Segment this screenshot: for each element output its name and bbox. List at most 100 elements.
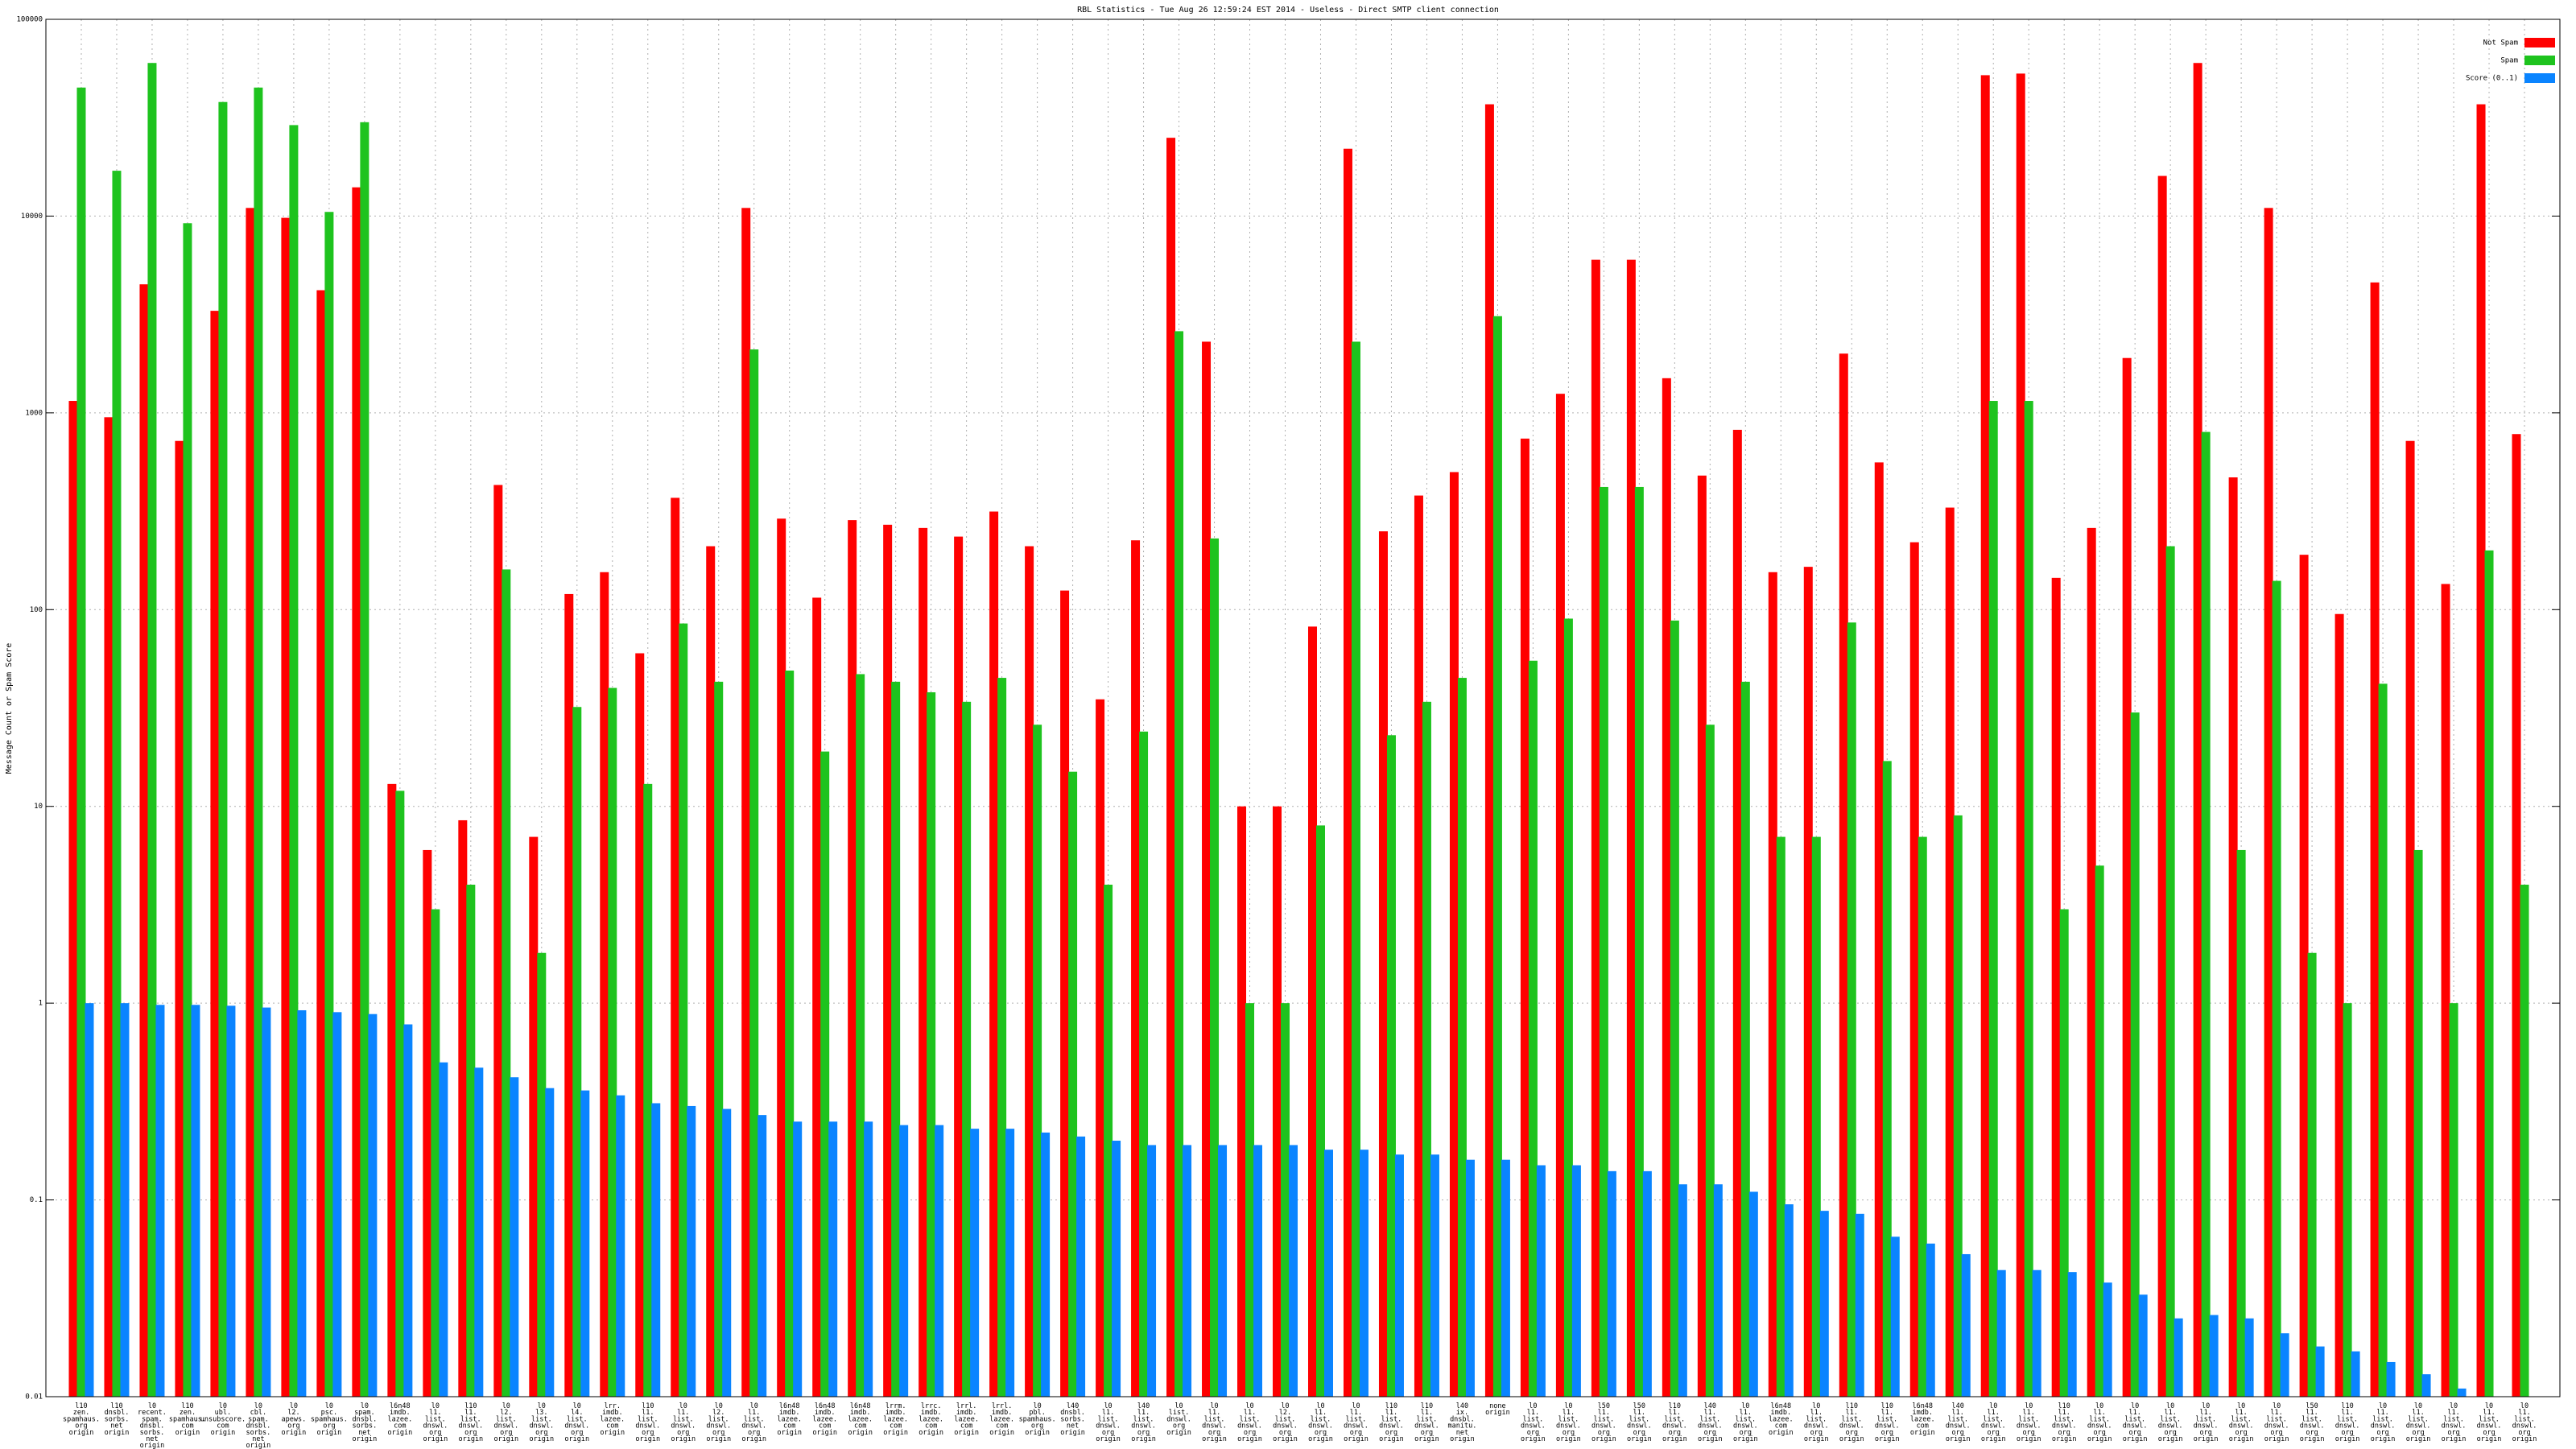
x-tick-label-line: l1. (2058, 1409, 2070, 1417)
bar (360, 122, 369, 1397)
x-tick-label-line: org (1598, 1429, 1610, 1437)
x-tick-label-line: sorbs. (105, 1415, 130, 1423)
x-tick-label-line: list. (1204, 1415, 1225, 1423)
bar (935, 1125, 944, 1397)
bar (919, 527, 928, 1397)
x-tick-label-line: l6n48 (390, 1402, 411, 1410)
x-tick-label-line: org (2270, 1429, 2282, 1437)
x-tick-label-line: l0 (1316, 1402, 1324, 1410)
bar (2016, 73, 2025, 1397)
x-tick-label: l40 ix. dnsbl. manitu. net origin (1448, 1402, 1477, 1443)
legend-swatch (2524, 56, 2555, 65)
bar (395, 791, 405, 1397)
x-tick-label-line: list. (2231, 1415, 2252, 1423)
x-tick-label: l10 zen. spamhaus. com origin (169, 1402, 206, 1437)
x-tick-label-line: list. (1133, 1415, 1154, 1423)
x-tick-label-line: dnswl. (1131, 1422, 1156, 1430)
x-tick-label-line: l0 (1564, 1402, 1572, 1410)
x-tick-label-line: l1. (1421, 1409, 1433, 1417)
x-tick-label-line: dnsbl. (353, 1415, 378, 1423)
bar (1131, 540, 1141, 1397)
x-tick-label-line: org (1740, 1429, 1752, 1437)
x-tick-label-line: dnswl. (671, 1422, 696, 1430)
x-tick-label-line: l0 (679, 1402, 687, 1410)
x-tick-label-line: spamhaus. (169, 1415, 206, 1423)
x-tick-label: l0 l1. list. dnswl. org origin (2194, 1402, 2219, 1443)
x-tick-label-line: l0 (290, 1402, 298, 1410)
bar (2087, 527, 2096, 1397)
x-tick-label-line: org (287, 1422, 299, 1430)
x-tick-label-line: org (535, 1429, 547, 1437)
x-tick-label: l10 l1. list. dnswl. org origin (1839, 1402, 1864, 1443)
bar (828, 1121, 838, 1397)
x-tick-label-line: l0 (254, 1402, 262, 1410)
x-tick-label: l0 l4. list. dnswl. org origin (564, 1402, 589, 1443)
bar (749, 349, 759, 1397)
x-tick-label-line: dnswl. (2052, 1422, 2077, 1430)
x-tick-label-line: list. (496, 1415, 517, 1423)
x-tick-label-line: l1. (1315, 1409, 1327, 1417)
bar (651, 1103, 661, 1397)
x-tick-label-line: origin (883, 1429, 908, 1437)
x-tick-label-line: dnswl. (2477, 1422, 2502, 1430)
x-tick-label-line: origin (564, 1435, 589, 1443)
bar (281, 217, 291, 1397)
x-tick-label-line: dnswl. (2442, 1422, 2467, 1430)
x-tick-label-line: origin (2335, 1435, 2360, 1443)
x-tick-label-line: lazee. (812, 1415, 837, 1423)
y-axis-label: Message Count or Spam Score (5, 643, 14, 774)
x-tick-label-line: org (1208, 1429, 1220, 1437)
bar (1803, 567, 1813, 1397)
x-tick-label-line: dnswl. (1698, 1422, 1723, 1430)
y-tick-label: 1 (39, 1000, 43, 1008)
legend-label: Not Spam (2483, 39, 2518, 47)
x-tick-label-line: org (2235, 1429, 2247, 1437)
x-tick-label-line: origin (1273, 1435, 1298, 1443)
x-tick-label-line: org (2023, 1429, 2035, 1437)
x-tick-label-line: origin (777, 1429, 802, 1437)
x-tick-label-line: l0 (2095, 1402, 2103, 1410)
x-tick-label-line: l1. (2518, 1409, 2530, 1417)
x-tick-label-line: origin (1733, 1435, 1758, 1443)
x-tick-label-line: list. (1594, 1415, 1615, 1423)
x-tick-label-line: org (1137, 1429, 1150, 1437)
bar (76, 87, 86, 1397)
x-tick-label-line: org (2164, 1429, 2176, 1437)
x-tick-label-line: list. (2514, 1415, 2535, 1423)
x-tick-label-line: cbl. (250, 1409, 266, 1417)
x-tick-label: lrrl. imdb. lazee. com origin (954, 1402, 979, 1437)
x-tick-label: l0 l1. list. dnswl. org origin (1521, 1402, 1546, 1443)
bar (793, 1121, 803, 1397)
x-tick-label-line: dnswl. (1344, 1422, 1368, 1430)
x-tick-label-line: dnswl. (1804, 1422, 1829, 1430)
bar (1359, 1150, 1368, 1397)
bar (1484, 104, 1494, 1397)
x-tick-label-line: l0 (715, 1402, 723, 1410)
bar (1245, 1003, 1255, 1397)
legend-swatch (2524, 38, 2555, 47)
x-tick-label-line: origin (282, 1429, 307, 1437)
x-tick-label: l0 l1. list. dnswl. org origin (1733, 1402, 1758, 1443)
x-tick-label-line: l0 (1210, 1402, 1218, 1410)
x-tick-label: l0 l1. list. dnswl. org origin (671, 1402, 696, 1443)
x-tick-label-line: list. (1665, 1415, 1686, 1423)
bar (545, 1088, 555, 1397)
x-tick-label-line: sorbs. (140, 1429, 165, 1437)
x-tick-label-line: list. (2479, 1415, 2500, 1423)
bar (1273, 806, 1282, 1397)
x-tick-label-line: com (890, 1422, 902, 1430)
bar (989, 511, 999, 1397)
x-tick-label-line: lazee. (883, 1415, 908, 1423)
bar (175, 440, 184, 1397)
bar (954, 536, 964, 1397)
bar (785, 671, 795, 1397)
bar (2307, 952, 2317, 1397)
x-tick-label: l0 l1. list. dnswl. org origin (1308, 1402, 1333, 1443)
bar (493, 485, 503, 1397)
x-tick-label: l40 l1. list. dnswl. org origin (1946, 1402, 1971, 1443)
x-tick-label-line: l1. (1385, 1409, 1397, 1417)
bar (1351, 341, 1360, 1397)
x-tick-label-line: spamhaus. (311, 1415, 348, 1423)
bar (1139, 731, 1149, 1397)
